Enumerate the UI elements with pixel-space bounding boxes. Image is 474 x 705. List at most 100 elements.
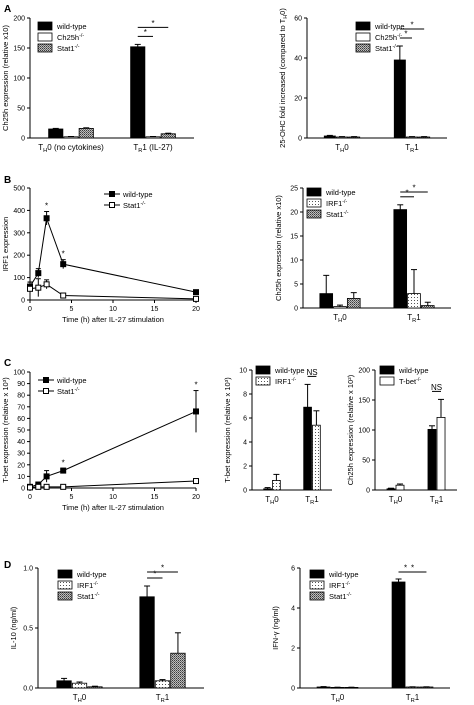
legend: wild-type Ch25h -/-Stat1-/- bbox=[37, 21, 87, 53]
legend-label-irf1-part: IRF1 bbox=[275, 377, 291, 386]
legend-label-stat1-part: Stat1 bbox=[57, 44, 75, 53]
legend: wild-type Stat1-/- bbox=[104, 190, 153, 210]
legend-label-irf1: IRF1-/- bbox=[77, 581, 98, 590]
category-label-part: (no cytokines) bbox=[52, 143, 104, 152]
category-label-part: T bbox=[305, 495, 310, 504]
legend-label-irf1-sup: -/- bbox=[93, 581, 98, 587]
y-axis-label-part: Ch25h expression (relative x10) bbox=[1, 25, 10, 131]
category-label-part: 0 bbox=[340, 693, 345, 702]
legend-swatch bbox=[379, 365, 395, 375]
significance-mark: NS bbox=[306, 368, 317, 377]
y-tick-label: 100 bbox=[358, 428, 370, 435]
category-label-part: 1 bbox=[415, 693, 420, 702]
legend-label-ch25h-part: Ch25h bbox=[57, 33, 79, 42]
legend-label-irf1-part: IRF1 bbox=[329, 581, 345, 590]
bar bbox=[154, 680, 171, 689]
legend-label-stat1-sup: -/- bbox=[75, 44, 80, 50]
legend-label-t-bet-part: T-bet bbox=[399, 377, 417, 386]
y-tick-label: 4 bbox=[291, 606, 295, 613]
legend-label-stat1-part: Stat1 bbox=[77, 592, 95, 601]
y-tick-label: 4 bbox=[243, 440, 247, 447]
bar bbox=[130, 46, 146, 139]
y-tick-label: 0 bbox=[294, 306, 298, 313]
category-label-part: 1 bbox=[142, 143, 147, 152]
data-point bbox=[193, 408, 199, 415]
significance-mark: * bbox=[62, 458, 65, 467]
data-point bbox=[193, 478, 199, 485]
panel-label-b: B bbox=[4, 175, 11, 186]
legend-label-ch25h-part: Ch25h bbox=[375, 33, 397, 42]
data-point bbox=[60, 483, 67, 490]
category-label-part: 0 bbox=[342, 313, 347, 322]
y-tick-label: 0 bbox=[298, 136, 302, 143]
panel-label-c: C bbox=[4, 358, 11, 369]
data-point bbox=[60, 467, 67, 474]
y-tick-label: 150 bbox=[358, 398, 370, 405]
legend-swatch bbox=[37, 32, 53, 42]
significance-mark: * bbox=[151, 19, 154, 28]
y-axis-label: Ch25h expression (relative x 10²) bbox=[346, 374, 355, 485]
x-tick-label: 10 bbox=[109, 494, 117, 501]
y-tick-label: 0 bbox=[21, 136, 25, 143]
category-label-part: 0 bbox=[344, 143, 349, 152]
category-label-sub: R bbox=[138, 148, 142, 154]
category-label-part: T bbox=[156, 693, 161, 702]
y-tick-label: 50 bbox=[17, 106, 25, 113]
legend-label-stat1-part: Stat1 bbox=[57, 387, 75, 396]
legend-label-stat1: Stat1-/- bbox=[77, 592, 100, 601]
legend-label-stat1-part: Stat1 bbox=[326, 210, 344, 219]
legend-label-stat1: Stat1-/- bbox=[57, 387, 80, 396]
category-label: TR1 bbox=[406, 693, 420, 704]
y-tick-label: 0 bbox=[243, 488, 247, 495]
bar bbox=[393, 209, 408, 309]
x-axis-label: Time (h) after IL-27 stimulation bbox=[62, 315, 164, 324]
category-label: TH0 bbox=[333, 313, 347, 324]
legend-label-wild-type: wild-type bbox=[398, 366, 429, 375]
legend-swatch bbox=[306, 198, 322, 208]
legend-label-wild-type-part: wild-type bbox=[328, 570, 359, 579]
legend-label-stat1: Stat1-/- bbox=[123, 201, 146, 210]
legend-swatch bbox=[309, 580, 325, 590]
data-point bbox=[43, 215, 50, 222]
y-axis-label-part: T-bet expression (relative x 10³) bbox=[1, 377, 10, 483]
y-tick-label: 10 bbox=[17, 474, 25, 481]
data-point bbox=[193, 289, 199, 296]
bar bbox=[406, 136, 418, 139]
legend-label-t-bet: T-bet-/- bbox=[399, 377, 421, 386]
y-tick-label: 60 bbox=[17, 416, 25, 423]
significance-mark: * bbox=[404, 30, 407, 39]
bar bbox=[336, 136, 348, 139]
legend-label-stat1-sup: -/- bbox=[393, 44, 398, 50]
y-axis-label-part: 0 bbox=[278, 11, 287, 15]
category-label-part: 0 bbox=[398, 495, 403, 504]
category-label-part: T bbox=[73, 693, 78, 702]
category-label-part: 0 bbox=[274, 495, 279, 504]
legend-label-stat1-part: Stat1 bbox=[123, 201, 141, 210]
category-label-sub: H bbox=[394, 500, 398, 506]
legend-label-stat1-part: Stat1 bbox=[329, 592, 347, 601]
legend-label-stat1-sup: -/- bbox=[141, 201, 146, 207]
category-label: TH0 bbox=[331, 693, 345, 704]
bar bbox=[420, 305, 435, 309]
legend-label-stat1: Stat1-/- bbox=[57, 44, 80, 53]
y-axis-label-sub: H bbox=[283, 15, 289, 19]
category-label-part: 1 bbox=[416, 313, 421, 322]
legend-label-irf1-sup: -/- bbox=[291, 377, 296, 383]
x-tick-label: 5 bbox=[70, 306, 74, 313]
category-label-sub: R bbox=[412, 318, 416, 324]
legend-swatch bbox=[306, 187, 322, 197]
legend-label-wild-type: wild-type bbox=[56, 22, 87, 31]
y-axis-label-part: IL-10 (ng/ml) bbox=[9, 606, 18, 649]
y-tick-label: 50 bbox=[17, 428, 25, 435]
y-axis-label: T-bet expression (relative x 10³) bbox=[223, 377, 232, 483]
y-tick-label: 5 bbox=[294, 282, 298, 289]
legend-label-wild-type: wild-type bbox=[325, 188, 356, 197]
legend: wild-type Stat1-/- bbox=[38, 376, 87, 396]
bar bbox=[395, 484, 405, 491]
y-tick-label: 0 bbox=[366, 488, 370, 495]
bar bbox=[78, 127, 94, 139]
